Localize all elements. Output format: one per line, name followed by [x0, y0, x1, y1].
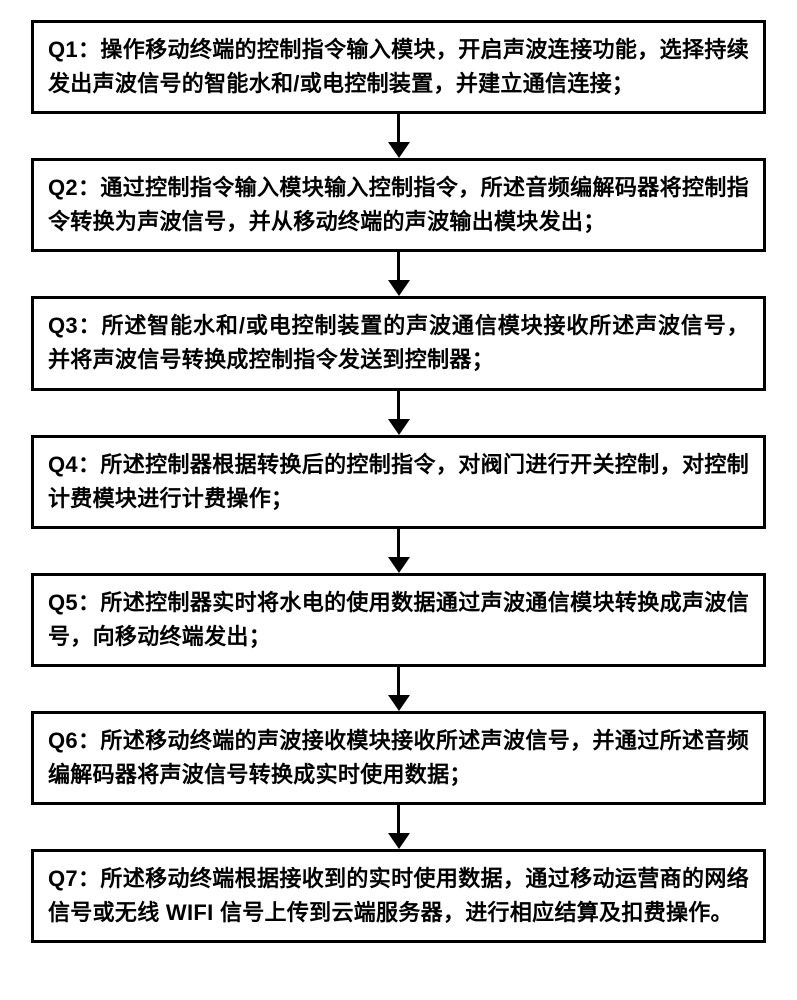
step-q6-text: Q6：所述移动终端的声波接收模块接收所述声波信号，并通过所述音频编解码器将声波信…	[48, 728, 749, 787]
step-q4: Q4：所述控制器根据转换后的控制指令，对阀门进行开关控制，对控制计费模块进行计费…	[31, 435, 766, 529]
step-q7-text: Q7：所述移动终端根据接收到的实时使用数据，通过移动运营商的网络信号或无线 WI…	[48, 866, 749, 925]
arrow-2	[388, 252, 410, 296]
arrow-3	[388, 391, 410, 435]
step-q5-text: Q5：所述控制器实时将水电的使用数据通过声波通信模块转换成声波信号，向移动终端发…	[48, 590, 749, 649]
step-q2: Q2：通过控制指令输入模块输入控制指令，所述音频编解码器将控制指令转换为声波信号…	[31, 158, 766, 252]
step-q3-text: Q3：所述智能水和/或电控制装置的声波通信模块接收所述声波信号，并将声波信号转换…	[48, 313, 749, 372]
step-q1-text: Q1：操作移动终端的控制指令输入模块，开启声波连接功能，选择持续发出声波信号的智…	[48, 37, 749, 96]
arrow-4	[388, 529, 410, 573]
step-q1: Q1：操作移动终端的控制指令输入模块，开启声波连接功能，选择持续发出声波信号的智…	[31, 20, 766, 114]
flowchart-container: Q1：操作移动终端的控制指令输入模块，开启声波连接功能，选择持续发出声波信号的智…	[0, 0, 797, 973]
step-q4-text: Q4：所述控制器根据转换后的控制指令，对阀门进行开关控制，对控制计费模块进行计费…	[48, 452, 749, 511]
arrow-6	[388, 805, 410, 849]
step-q2-text: Q2：通过控制指令输入模块输入控制指令，所述音频编解码器将控制指令转换为声波信号…	[48, 175, 749, 234]
step-q7: Q7：所述移动终端根据接收到的实时使用数据，通过移动运营商的网络信号或无线 WI…	[31, 849, 766, 943]
step-q5: Q5：所述控制器实时将水电的使用数据通过声波通信模块转换成声波信号，向移动终端发…	[31, 573, 766, 667]
arrow-1	[388, 114, 410, 158]
arrow-5	[388, 667, 410, 711]
step-q6: Q6：所述移动终端的声波接收模块接收所述声波信号，并通过所述音频编解码器将声波信…	[31, 711, 766, 805]
step-q3: Q3：所述智能水和/或电控制装置的声波通信模块接收所述声波信号，并将声波信号转换…	[31, 296, 766, 390]
